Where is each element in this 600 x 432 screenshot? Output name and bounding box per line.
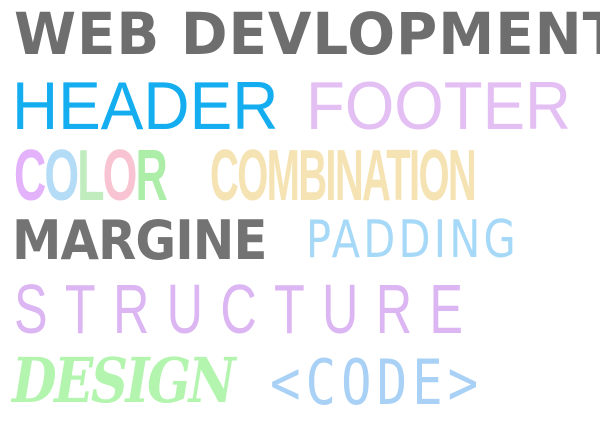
web-development-word: WEB DEVLOPMENT [14,0,600,68]
combination-word: COMBINATION [210,136,477,216]
padding-word: PADDING [306,210,519,270]
structure-word: STRUCTURE [14,270,481,348]
design-word: DESIGN [12,344,236,417]
code-word: <CODE> [270,346,484,419]
color-letter-r: R [135,136,168,216]
header-word: HEADER [12,68,279,144]
margine-word: MARGINE [12,209,267,272]
color-letter-c: C [14,136,46,216]
color-letter-l: L [77,136,104,216]
color-letter-o1: O [44,136,79,216]
footer-word: FOOTER [306,68,571,144]
color-word: C O L O R [14,136,168,216]
color-letter-o2: O [102,136,138,216]
